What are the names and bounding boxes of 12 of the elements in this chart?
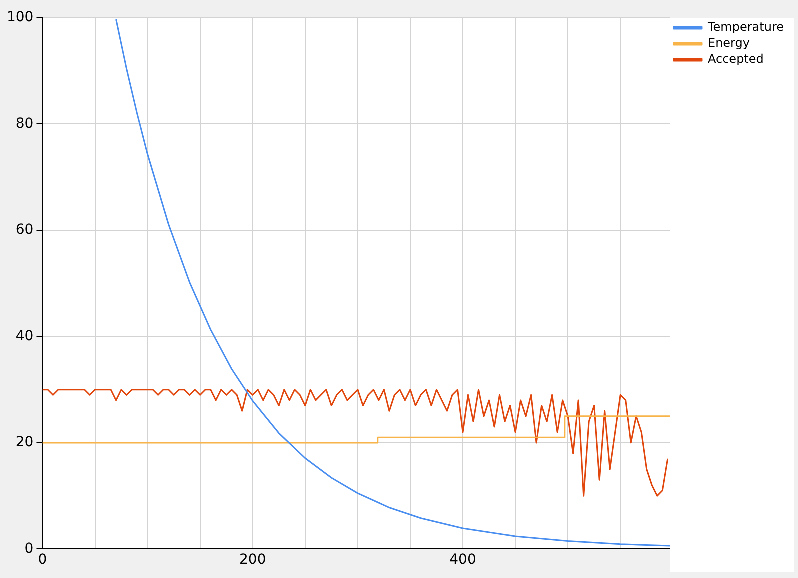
y-tick-label: 100 xyxy=(6,10,34,26)
legend-label: Accepted xyxy=(708,52,764,66)
y-tick-label: 20 xyxy=(16,434,34,451)
x-tick-label: 200 xyxy=(239,552,266,568)
y-tick-label: 80 xyxy=(16,116,34,132)
y-tick-label: 40 xyxy=(16,328,34,344)
legend-label: Energy xyxy=(708,36,750,50)
x-tick-label: 400 xyxy=(450,552,476,568)
y-tick-label: 60 xyxy=(16,222,34,238)
y-tick-label: 0 xyxy=(24,540,34,557)
x-tick-label: 0 xyxy=(38,552,48,568)
legend-label: Temperature xyxy=(706,20,784,34)
